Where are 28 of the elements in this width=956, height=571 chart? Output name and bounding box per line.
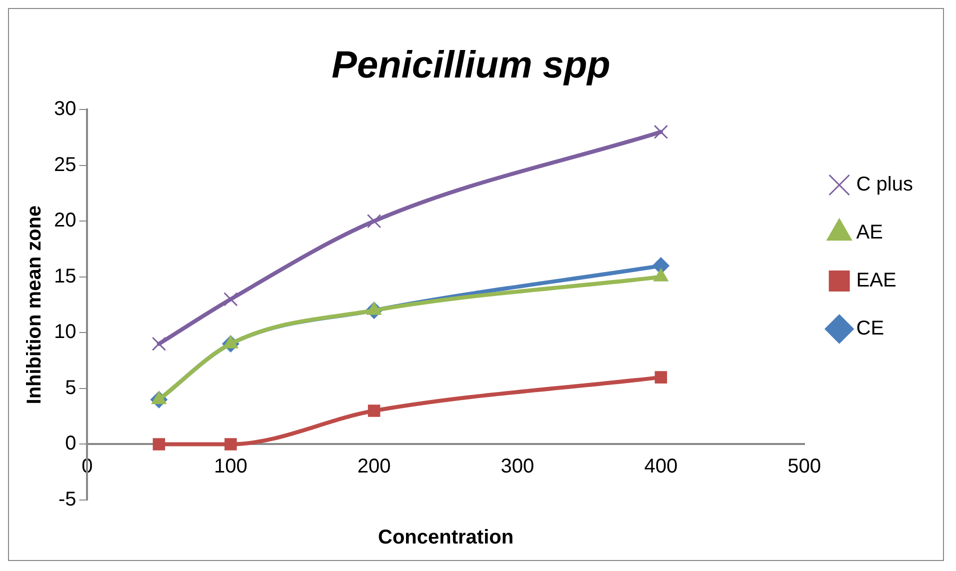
x-tick-label: 300 [500, 456, 534, 478]
point [366, 214, 382, 228]
legend-label: CE [856, 318, 884, 340]
point [224, 292, 238, 306]
y-tick-label: 5 [65, 376, 76, 399]
x-tick-label: 500 [788, 456, 821, 478]
y-axis-title: Inhibition mean zone [24, 205, 46, 404]
point [152, 336, 166, 351]
x-tick-label: 100 [214, 456, 248, 478]
legend-label: AE [856, 222, 883, 244]
point [654, 124, 668, 140]
y-tick-label: 15 [54, 265, 76, 288]
y-tick-label: 0 [65, 432, 76, 455]
y-tick-label: 10 [54, 321, 76, 344]
y-tick-label: -5 [58, 488, 76, 511]
y-tick-label: 30 [54, 98, 76, 120]
y-tick-label: 20 [54, 210, 76, 232]
y-tick-label: 25 [54, 154, 76, 176]
legend-label: EAE [856, 270, 896, 292]
legend-label: C plus [856, 174, 914, 196]
x-tick-label: 400 [644, 456, 678, 478]
x-tick-label: 200 [357, 456, 391, 478]
point [152, 438, 166, 450]
x-axis-title: Concentration [378, 526, 514, 549]
point [224, 438, 237, 450]
point [654, 371, 668, 384]
point [368, 404, 380, 417]
chart-title: Penicillium spp [332, 44, 610, 86]
